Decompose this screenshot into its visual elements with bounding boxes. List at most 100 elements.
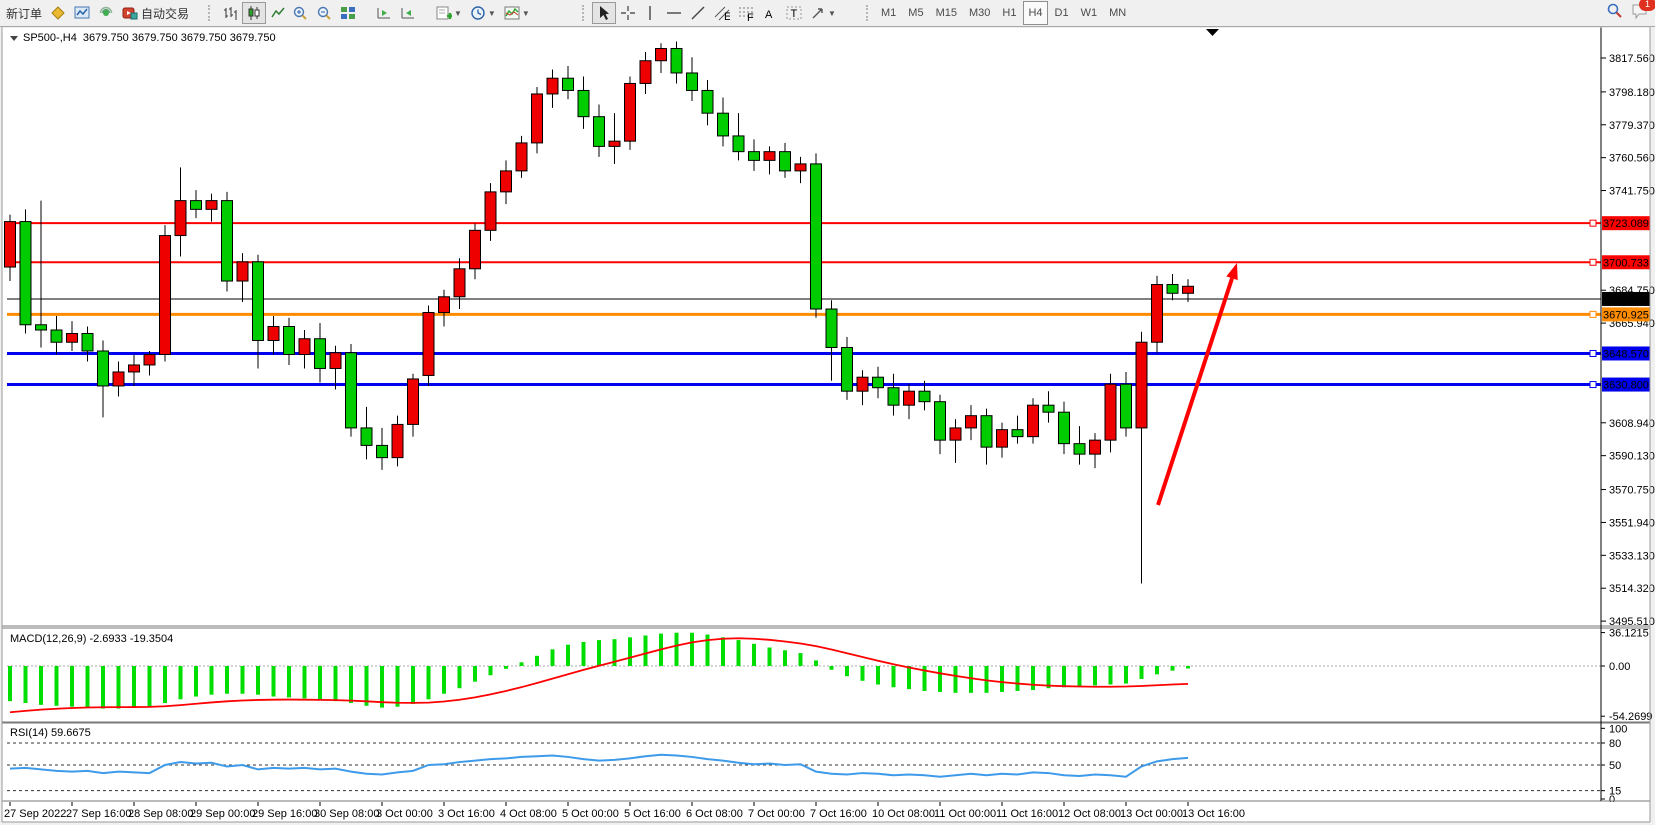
candle-body [624,82,636,142]
candle-body [484,191,497,231]
tile-windows-icon[interactable] [336,2,360,24]
hline-handle[interactable] [1589,219,1597,227]
chevron-down-icon: ▼ [828,8,836,18]
zoom-out-icon[interactable] [312,2,336,24]
timeframe-M30[interactable]: M30 [968,7,991,19]
notifications-button[interactable]: 1 [1631,0,1655,24]
timeframe-D1[interactable]: D1 [1054,7,1069,19]
price-tick-label: 3817.560 [1609,53,1655,65]
candle-body [267,325,280,341]
timeframe-M5[interactable]: M5 [908,7,924,19]
chart-area[interactable]: 3817.560 3798.180 3779.370 3760.560 3741.750… [0,27,1655,825]
horizontal-line-icon[interactable] [662,2,686,24]
price-badge-label: 3700.733 [1603,257,1649,269]
svg-text:F: F [747,12,754,21]
time-tick-label: 11 Oct 00:00 [934,808,996,820]
line-chart-icon[interactable] [266,2,290,24]
price-badge-label: 3679.750 [1603,294,1649,306]
candle-body [515,142,528,172]
text-glyph: A [765,9,773,21]
candle-body [577,89,590,118]
chart-shift-glyph [401,8,414,19]
line-tools-group: E F A T ▼ [638,1,840,25]
candle-body [717,112,729,137]
cursor-group [578,1,640,25]
candle-body [422,312,435,376]
candle-body [872,376,884,389]
trend-arrow-head[interactable] [1226,263,1238,281]
timeframe-M1[interactable]: M1 [881,7,897,19]
candlestick-chart-icon[interactable] [242,2,266,24]
candle-body [655,47,667,62]
signals-icon[interactable] [94,2,118,24]
chart-shift-icon[interactable] [396,2,420,24]
candle-body [1135,341,1148,429]
indicators-button[interactable]: ▼ [500,2,534,24]
candle-body [779,151,791,172]
time-tick-label: 3 Oct 00:00 [376,808,433,820]
text-icon[interactable]: A [758,2,782,24]
candle-body [81,332,94,352]
toolbar-drag-handle[interactable] [582,5,588,21]
candle-body [66,332,78,343]
zoom-in-glyph [293,6,307,20]
hline-handle[interactable] [1589,258,1597,266]
new-order-button[interactable]: 新订单 [2,2,46,24]
cursor-icon[interactable] [592,2,616,24]
candle-body [748,151,760,161]
hline-handle[interactable] [1589,381,1597,389]
price-badge-label: 3630.800 [1603,380,1649,392]
candle-body [841,346,853,392]
candle-body [531,93,543,144]
fibonacci-icon[interactable]: F [734,2,758,24]
timeframe-M15[interactable]: M15 [935,7,957,19]
bar-chart-icon[interactable] [218,2,242,24]
chart-window-glyph [74,6,90,19]
symbol-header[interactable]: SP500-,H4 3679.750 3679.750 3679.750 367… [10,32,276,44]
search-icon[interactable] [1606,2,1623,24]
timeframe-H4[interactable]: H4 [1023,1,1048,25]
toolbar-drag-handle[interactable] [208,5,214,21]
symbol-dropdown-icon[interactable] [10,35,18,41]
chart-window-icon[interactable] [70,2,94,24]
timeframe-MN[interactable]: MN [1109,7,1127,19]
text-label-icon[interactable]: T [782,2,806,24]
time-tick-label: 13 Oct 00:00 [1120,808,1183,820]
candle-body [810,163,822,310]
candle-body [376,444,388,459]
hline-handle[interactable] [1589,349,1597,357]
macd-indicator-label: MACD(12,26,9) -2.6933 -19.3504 [10,633,174,645]
market-watch-icon[interactable] [46,2,70,24]
vertical-line-icon[interactable] [638,2,662,24]
chart-background [2,27,1650,822]
timeframe-W1[interactable]: W1 [1080,7,1098,19]
auto-scroll-icon[interactable] [372,2,396,24]
candle-body [1089,439,1101,455]
candle-body [112,371,125,387]
period-button[interactable]: ▼ [466,2,500,24]
hline-handle[interactable] [1589,310,1597,318]
trendline-icon[interactable] [686,2,710,24]
notification-badge: 1 [1639,0,1655,11]
autotrading-button[interactable]: 自动交易 [118,2,193,24]
toolbar-right-icons: 1 [1606,0,1655,24]
svg-text:T: T [791,8,798,20]
candle-body [562,77,574,91]
new-chart-button[interactable]: ▼ [432,2,466,24]
candle-body [825,308,838,348]
timeframe-H1[interactable]: H1 [1002,7,1017,19]
trend-arrow-line[interactable] [1156,277,1234,506]
arrows-button[interactable]: ▼ [806,2,840,24]
candle-body [887,387,900,406]
chart-shift-marker[interactable] [1206,29,1219,36]
zoom-in-icon[interactable] [288,2,312,24]
toolbar-drag-handle[interactable] [866,5,872,21]
candle-body [1151,284,1163,343]
crosshair-icon[interactable] [616,2,640,24]
channel-icon[interactable]: E [710,2,734,24]
candle-body [298,338,311,355]
candle-body [345,352,357,429]
candle-body [1182,285,1194,294]
chart-type-group [204,1,290,25]
